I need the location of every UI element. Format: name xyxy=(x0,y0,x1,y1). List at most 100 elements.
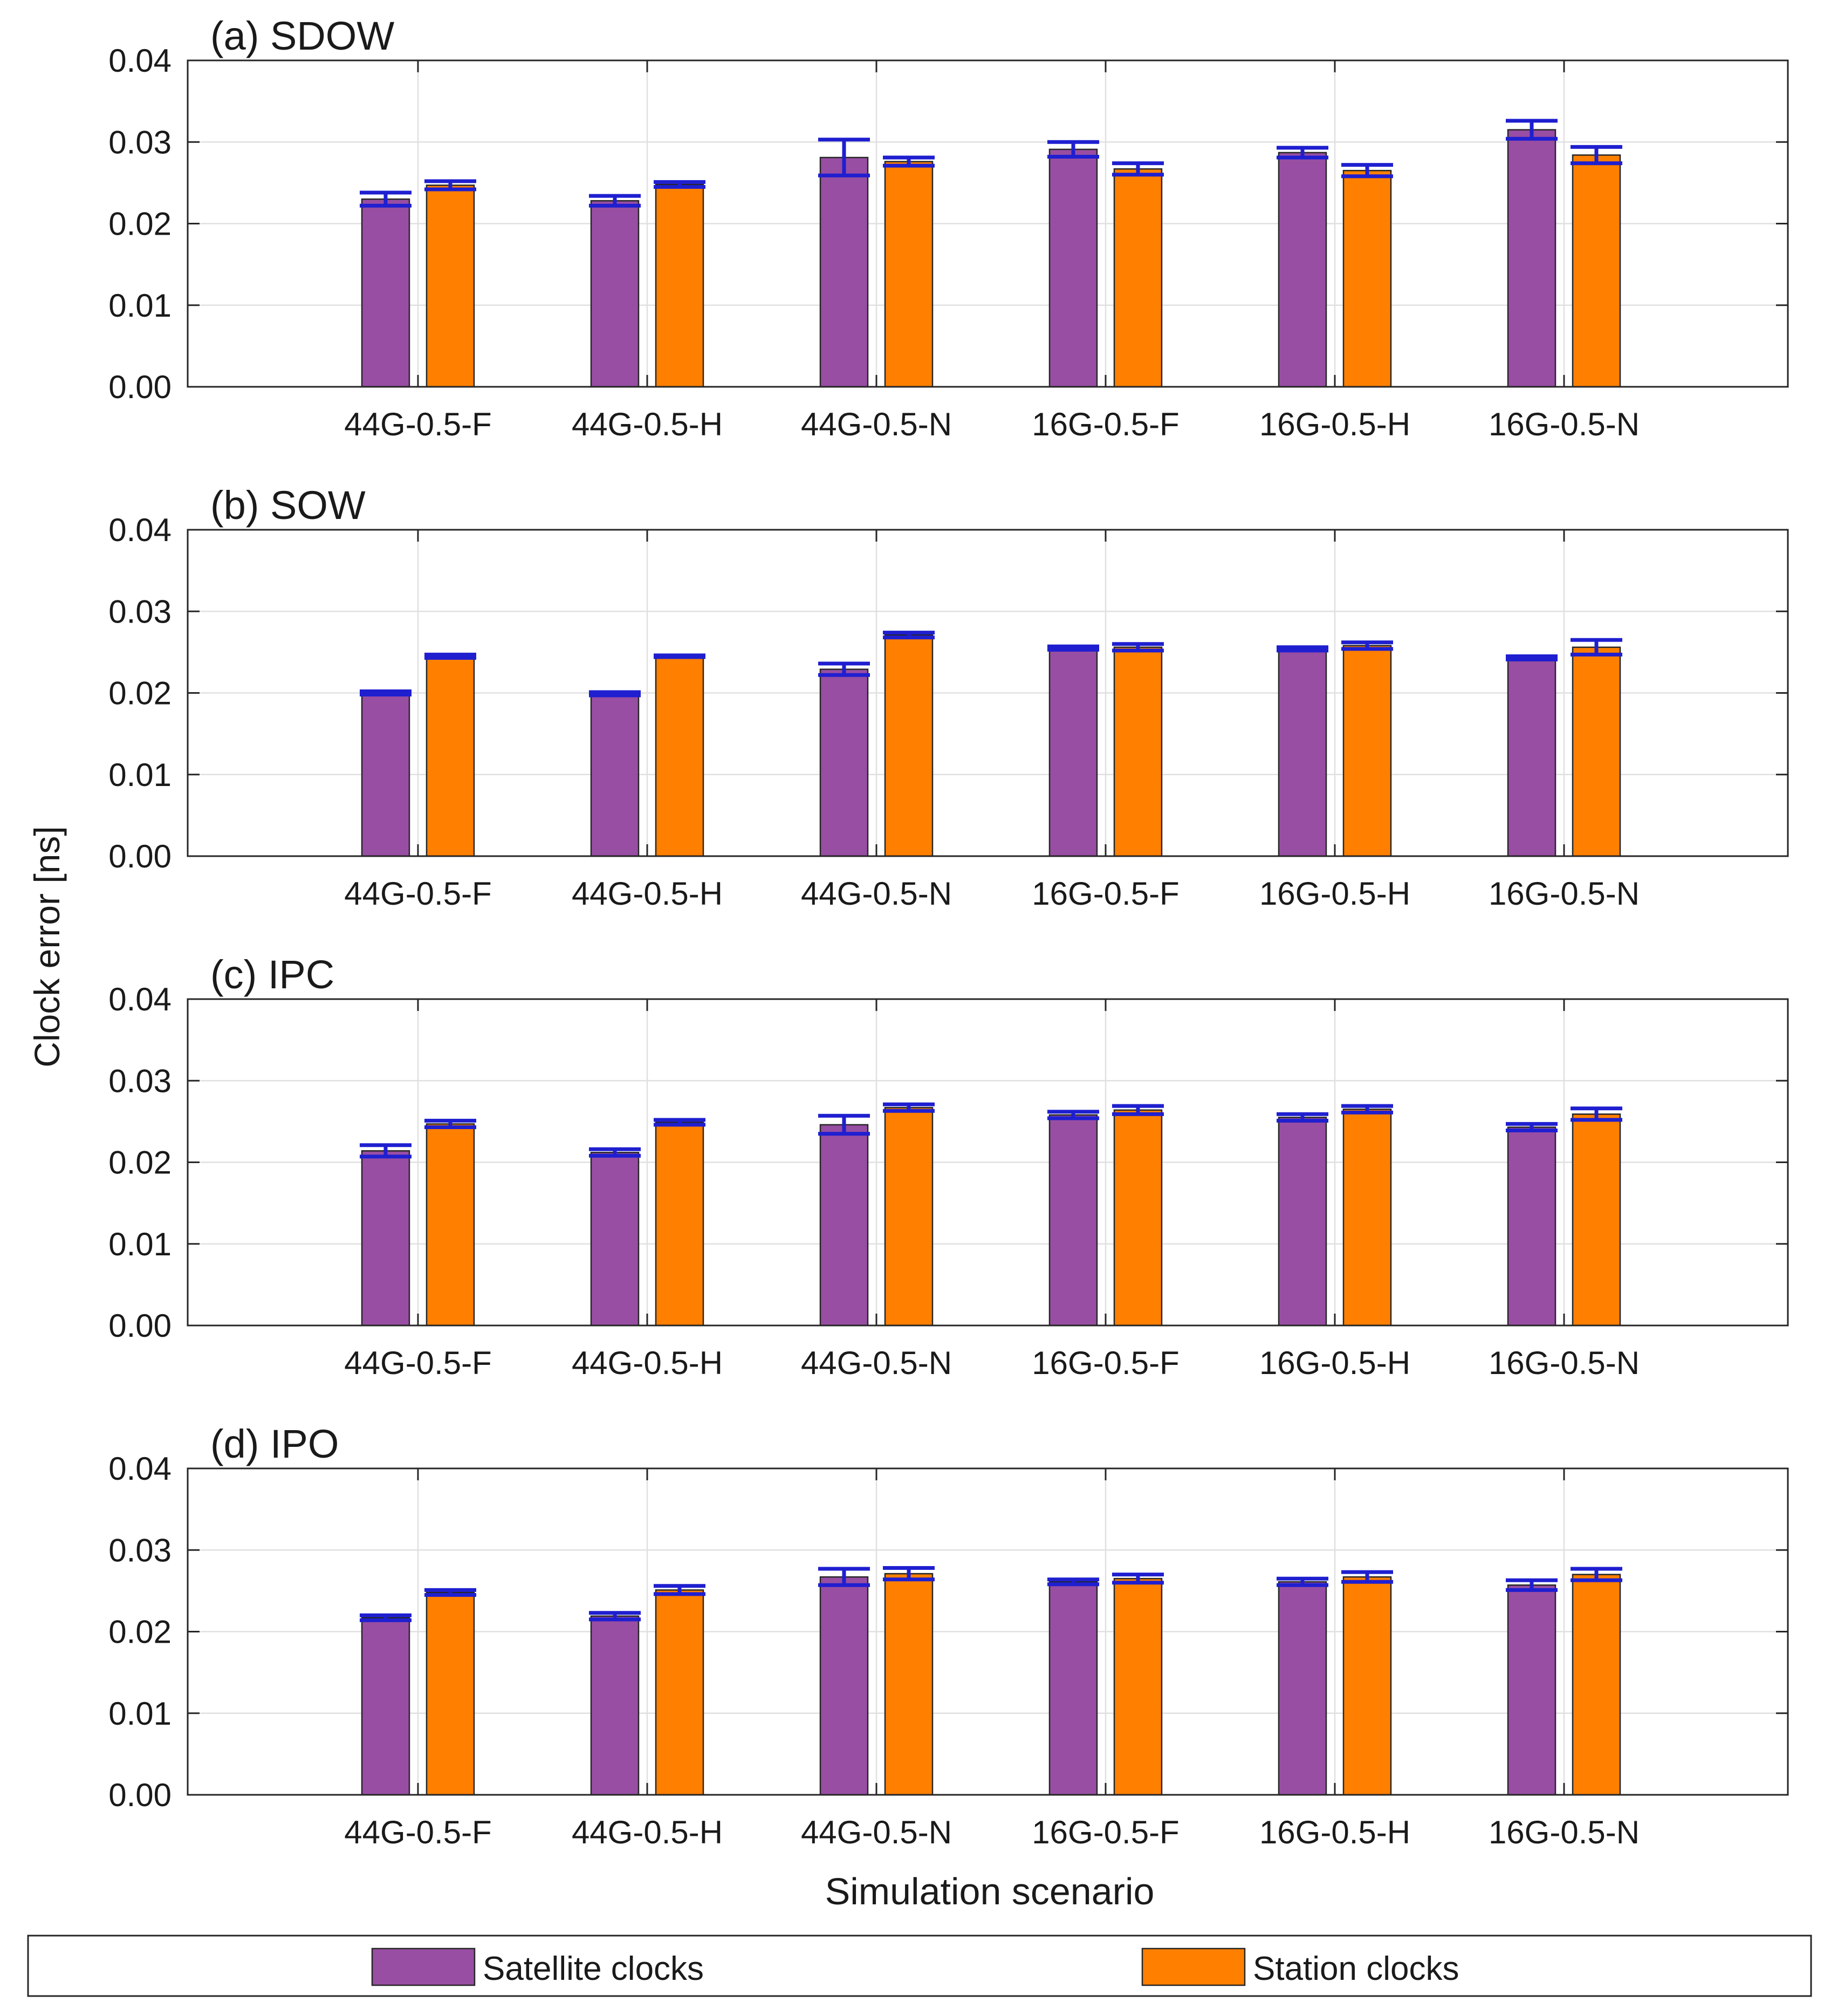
x-tick-label: 16G-0.5-F xyxy=(1032,406,1179,442)
bar-satellite-16G-0.5-F xyxy=(1048,1581,1098,1796)
bar-station-16G-0.5-N xyxy=(1572,646,1621,857)
panel-title: (b) SOW xyxy=(210,483,366,528)
panel-2: 0.00 0.01 0.02 0.03 0.04 44G-0.5-F 44G-0.5-H 44… xyxy=(108,483,1789,912)
bar-satellite-44G-0.5-F xyxy=(361,1150,410,1327)
bar-station-16G-0.5-H xyxy=(1342,645,1392,857)
y-tick-label: 0.04 xyxy=(108,1451,172,1487)
bar-satellite-16G-0.5-F xyxy=(1048,647,1098,857)
bar-station-44G-0.5-F xyxy=(426,1591,475,1796)
error-bar-satellite-16G-0.5-H xyxy=(1277,1576,1328,1587)
bar-station-16G-0.5-N xyxy=(1572,1113,1621,1327)
error-bar-satellite-44G-0.5-H xyxy=(589,690,641,698)
error-bar-satellite-16G-0.5-F xyxy=(1047,1577,1099,1587)
bar-station-44G-0.5-H xyxy=(655,183,704,388)
panel-1: 0.00 0.01 0.02 0.03 0.04 44G-0.5-F 44G-0.5-H 44… xyxy=(108,13,1789,442)
error-bar-station-16G-0.5-N xyxy=(1571,1567,1622,1582)
x-tick-label: 44G-0.5-N xyxy=(801,406,952,442)
panel-title: (c) IPC xyxy=(210,952,334,997)
error-bar-station-16G-0.5-H xyxy=(1341,163,1393,179)
bar-station-16G-0.5-N xyxy=(1572,154,1621,388)
x-tick-label: 44G-0.5-F xyxy=(344,876,491,912)
error-bar-station-44G-0.5-F xyxy=(424,1588,476,1597)
bar-satellite-16G-0.5-H xyxy=(1278,152,1327,388)
y-tick-label: 0.00 xyxy=(108,1777,172,1813)
y-tick-label: 0.03 xyxy=(108,1063,172,1099)
legend: Satellite clocks Station clocks xyxy=(27,1935,1812,1997)
y-tick-label: 0.02 xyxy=(108,675,172,712)
bar-station-16G-0.5-F xyxy=(1113,168,1163,388)
y-tick-label: 0.02 xyxy=(108,1145,172,1181)
error-bar-satellite-44G-0.5-N xyxy=(818,1113,870,1136)
y-tick-label: 0.00 xyxy=(108,369,172,405)
bar-satellite-44G-0.5-F xyxy=(361,198,410,388)
bar-satellite-44G-0.5-N xyxy=(819,1124,869,1327)
x-tick-label: 16G-0.5-H xyxy=(1259,1345,1410,1381)
error-bar-satellite-44G-0.5-N xyxy=(818,1567,870,1587)
y-tick-label: 0.02 xyxy=(108,1614,172,1650)
y-tick-label: 0.04 xyxy=(108,981,172,1017)
legend-swatch-station-clocks xyxy=(1141,1947,1246,1986)
x-tick-label: 16G-0.5-F xyxy=(1032,1814,1179,1850)
bar-satellite-16G-0.5-H xyxy=(1278,1581,1327,1796)
bar-satellite-44G-0.5-N xyxy=(819,1576,869,1796)
x-tick-label: 16G-0.5-N xyxy=(1489,1814,1640,1850)
y-tick-label: 0.03 xyxy=(108,1532,172,1568)
bar-station-44G-0.5-H xyxy=(655,1122,704,1327)
x-tick-label: 16G-0.5-N xyxy=(1489,1345,1640,1381)
error-bar-station-44G-0.5-H xyxy=(654,180,705,189)
error-bar-satellite-16G-0.5-H xyxy=(1277,146,1328,160)
error-bar-satellite-16G-0.5-H xyxy=(1277,1112,1328,1123)
panel-title: (d) IPO xyxy=(210,1422,339,1466)
error-bar-satellite-44G-0.5-H xyxy=(589,1611,641,1622)
error-bar-station-16G-0.5-H xyxy=(1341,1570,1393,1584)
error-bar-satellite-16G-0.5-F xyxy=(1047,1110,1099,1120)
error-bar-satellite-44G-0.5-F xyxy=(360,190,412,208)
error-bar-satellite-16G-0.5-H xyxy=(1277,645,1328,653)
bar-satellite-44G-0.5-N xyxy=(819,668,869,857)
error-bar-station-44G-0.5-N xyxy=(883,155,935,168)
bar-station-16G-0.5-F xyxy=(1113,646,1163,857)
bar-satellite-16G-0.5-F xyxy=(1048,1114,1098,1327)
x-tick-label: 44G-0.5-N xyxy=(801,876,952,912)
error-bar-satellite-16G-0.5-F xyxy=(1047,644,1099,652)
y-tick-label: 0.01 xyxy=(108,288,172,324)
bar-satellite-16G-0.5-N xyxy=(1507,129,1556,388)
y-tick-label: 0.04 xyxy=(108,43,172,79)
panel-title: (a) SDOW xyxy=(210,13,394,58)
bar-station-44G-0.5-F xyxy=(426,1123,475,1327)
bar-station-16G-0.5-H xyxy=(1342,1576,1392,1796)
bar-satellite-44G-0.5-H xyxy=(590,693,640,857)
bar-station-44G-0.5-N xyxy=(884,161,934,388)
x-tick-label: 16G-0.5-H xyxy=(1259,406,1410,442)
error-bar-satellite-44G-0.5-N xyxy=(818,661,870,677)
y-tick-label: 0.03 xyxy=(108,593,172,630)
bar-satellite-16G-0.5-N xyxy=(1507,1126,1556,1327)
x-tick-label: 44G-0.5-F xyxy=(344,1814,491,1850)
x-tick-label: 16G-0.5-F xyxy=(1032,1345,1179,1381)
error-bar-station-16G-0.5-N xyxy=(1571,145,1622,166)
bar-satellite-16G-0.5-F xyxy=(1048,148,1098,388)
error-bar-station-44G-0.5-H xyxy=(654,1118,705,1127)
error-bar-station-44G-0.5-F xyxy=(424,1118,476,1129)
bar-station-16G-0.5-H xyxy=(1342,1108,1392,1327)
x-tick-label: 44G-0.5-H xyxy=(572,1814,723,1850)
bar-station-16G-0.5-H xyxy=(1342,169,1392,388)
panel-3: 0.00 0.01 0.02 0.03 0.04 44G-0.5-F 44G-0.5-H 44… xyxy=(108,952,1789,1381)
error-bar-satellite-16G-0.5-F xyxy=(1047,140,1099,159)
panel-4: 0.00 0.01 0.02 0.03 0.04 44G-0.5-F 44G-0.5-H 44… xyxy=(108,1422,1789,1850)
x-tick-label: 44G-0.5-N xyxy=(801,1814,952,1850)
error-bar-satellite-16G-0.5-N xyxy=(1506,119,1558,141)
x-tick-label: 16G-0.5-H xyxy=(1259,876,1410,912)
error-bar-station-44G-0.5-H xyxy=(654,653,705,659)
error-bar-station-16G-0.5-H xyxy=(1341,640,1393,651)
chart-panels: 0.00 0.01 0.02 0.03 0.04 44G-0.5-F 44G-0.5-H 44… xyxy=(108,13,1789,1850)
x-tick-label: 44G-0.5-F xyxy=(344,1345,491,1381)
y-tick-label: 0.03 xyxy=(108,124,172,160)
error-bar-satellite-44G-0.5-H xyxy=(589,1147,641,1158)
error-bar-satellite-16G-0.5-N xyxy=(1506,1122,1558,1133)
x-tick-label: 16G-0.5-H xyxy=(1259,1814,1410,1850)
y-tick-label: 0.01 xyxy=(108,757,172,793)
legend-label-satellite-clocks: Satellite clocks xyxy=(483,1950,704,1987)
error-bar-station-16G-0.5-N xyxy=(1571,1106,1622,1122)
legend-label-station-clocks: Station clocks xyxy=(1253,1950,1459,1987)
